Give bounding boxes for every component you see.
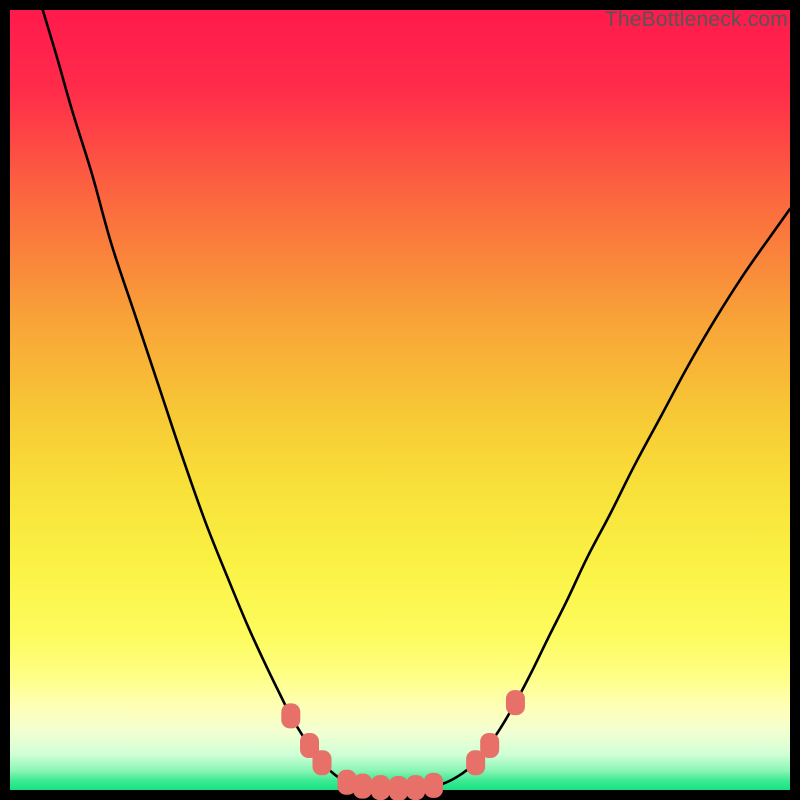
curve-marker [481,734,499,758]
curve-marker [506,691,524,715]
watermark-label: TheBottleneck.com [605,8,788,32]
curve-marker [425,773,443,797]
curve-marker [372,776,390,800]
chart-stage: TheBottleneck.com [0,0,800,800]
curve-marker [282,704,300,728]
curve-marker [389,776,407,800]
curve-marker [354,774,372,798]
curve-marker [407,776,425,800]
plot-svg [0,0,800,800]
gradient-bg [10,10,790,790]
curve-marker [313,751,331,775]
